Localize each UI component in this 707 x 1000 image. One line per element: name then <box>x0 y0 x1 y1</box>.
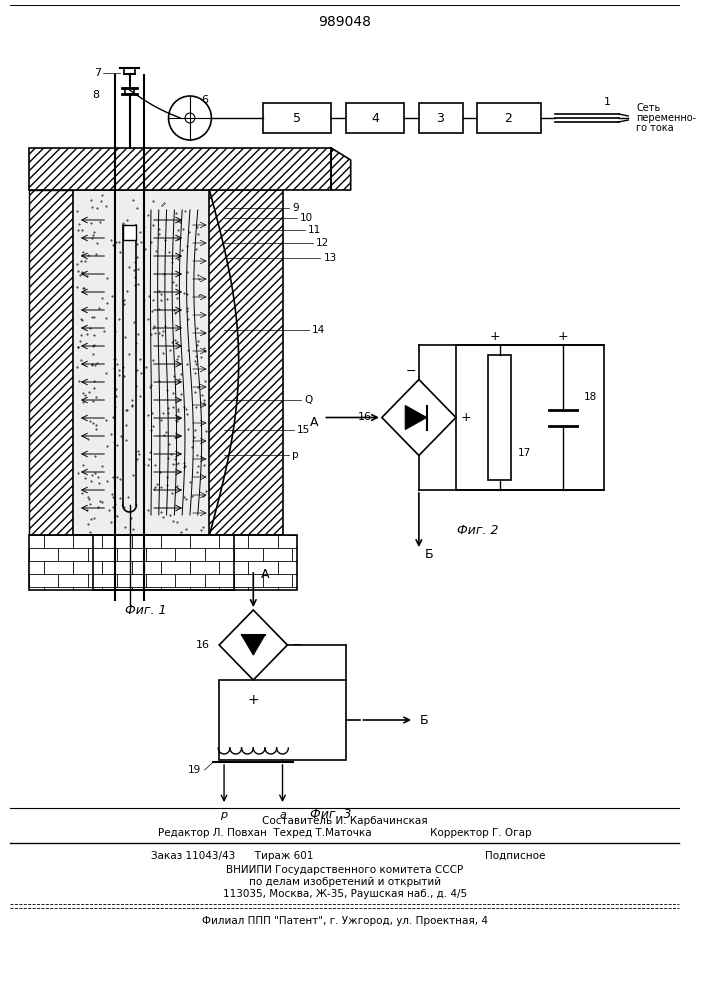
Polygon shape <box>242 635 265 655</box>
Text: Составитель И. Карбачинская: Составитель И. Карбачинская <box>262 816 428 826</box>
Text: +: + <box>558 330 568 344</box>
Bar <box>456 345 604 490</box>
Text: го тока: го тока <box>636 123 674 133</box>
Bar <box>123 225 136 240</box>
Text: по делам изобретений и открытий: по делам изобретений и открытий <box>249 877 441 887</box>
Text: Редактор Л. Повхан  Техред Т.Маточка                  Корректор Г. Огар: Редактор Л. Повхан Техред Т.Маточка Корр… <box>158 828 532 838</box>
Bar <box>29 148 331 190</box>
Text: 1: 1 <box>603 97 610 107</box>
Text: 16: 16 <box>196 640 209 650</box>
Text: 4: 4 <box>371 111 379 124</box>
Text: +: + <box>489 330 500 344</box>
Bar <box>477 103 541 133</box>
Text: Сеть: Сеть <box>636 103 660 113</box>
Text: Заказ 11043/43      Тираж 601: Заказ 11043/43 Тираж 601 <box>151 851 313 861</box>
Text: переменно-: переменно- <box>636 113 696 123</box>
Polygon shape <box>405 406 427 430</box>
Polygon shape <box>219 610 287 680</box>
Bar <box>29 535 297 590</box>
Text: 8: 8 <box>92 90 99 100</box>
Text: 2: 2 <box>505 111 513 124</box>
Bar <box>73 190 209 535</box>
Text: −: − <box>292 639 303 652</box>
Text: 3: 3 <box>436 111 444 124</box>
Polygon shape <box>331 148 351 190</box>
Text: 5: 5 <box>293 111 301 124</box>
Text: 989048: 989048 <box>318 15 371 29</box>
Text: 113035, Москва, Ж-35, Раушская наб., д. 4/5: 113035, Москва, Ж-35, Раушская наб., д. … <box>223 889 467 899</box>
Text: A: A <box>310 416 318 429</box>
Text: 9: 9 <box>292 203 299 213</box>
Text: Б: Б <box>424 548 433 562</box>
Bar <box>204 190 283 535</box>
Text: 17: 17 <box>518 448 531 458</box>
Text: Филиал ППП "Патент", г. Ужгород, ул. Проектная, 4: Филиал ППП "Патент", г. Ужгород, ул. Про… <box>202 916 488 926</box>
Text: A: A <box>261 568 269 582</box>
Text: a: a <box>279 810 286 820</box>
Text: Фиг. 2: Фиг. 2 <box>457 524 498 536</box>
Text: +: + <box>460 411 471 424</box>
Bar <box>419 103 462 133</box>
Text: 19: 19 <box>188 765 201 775</box>
Text: +: + <box>247 693 259 707</box>
Bar <box>29 148 331 190</box>
Bar <box>219 680 346 760</box>
Text: 15: 15 <box>297 425 310 435</box>
Text: Q: Q <box>304 395 312 405</box>
Text: 6: 6 <box>201 95 208 105</box>
Text: Фиг. 1: Фиг. 1 <box>125 603 167 616</box>
Text: ВНИИПИ Государственного комитета СССР: ВНИИПИ Государственного комитета СССР <box>226 865 464 875</box>
Text: 12: 12 <box>315 238 329 248</box>
Text: p: p <box>292 450 299 460</box>
Text: 18: 18 <box>584 392 597 402</box>
Text: 10: 10 <box>300 213 313 223</box>
Text: 16: 16 <box>358 412 373 422</box>
Polygon shape <box>382 379 456 456</box>
Text: 13: 13 <box>323 253 337 263</box>
Text: 7: 7 <box>94 68 101 78</box>
Bar <box>29 190 73 535</box>
Bar <box>263 103 331 133</box>
Text: Б: Б <box>419 714 428 726</box>
Text: 14: 14 <box>312 325 325 335</box>
Text: Фиг. 3: Фиг. 3 <box>310 808 352 822</box>
Text: 11: 11 <box>308 225 321 235</box>
Text: Подписное: Подписное <box>485 851 546 861</box>
Text: p: p <box>221 810 228 820</box>
Text: −: − <box>406 365 416 378</box>
Bar <box>346 103 404 133</box>
Bar <box>488 355 511 480</box>
